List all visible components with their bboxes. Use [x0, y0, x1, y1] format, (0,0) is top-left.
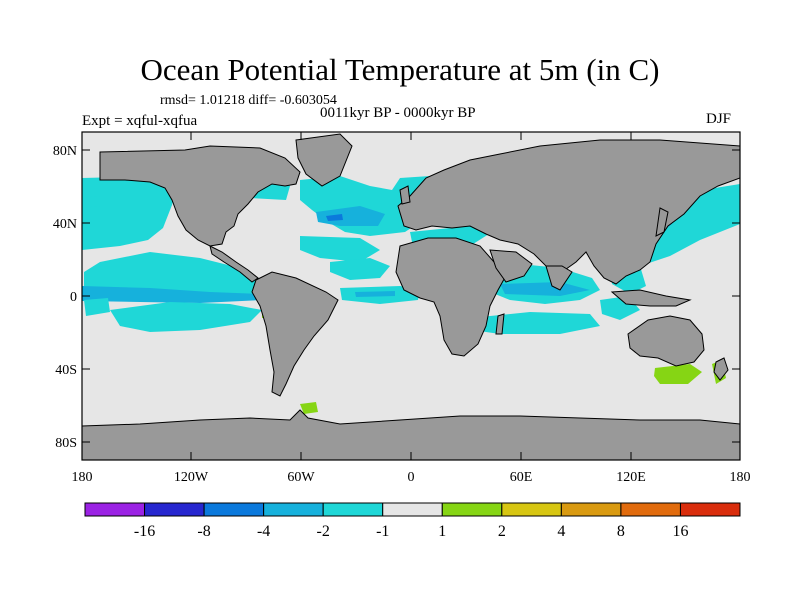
y-tick-label: 80N: [53, 144, 77, 159]
colorbar-swatch: [144, 502, 205, 517]
colorbar-swatch: [679, 502, 741, 517]
land-arabia: [489, 249, 533, 283]
land-indonesia: [610, 289, 692, 307]
land-australia: [627, 315, 705, 367]
colorbar-swatch: [84, 502, 146, 517]
anomaly-region: [330, 258, 390, 280]
land-africa: [395, 237, 509, 357]
colorbar-label: -4: [257, 523, 270, 540]
colorbar-label: -1: [376, 523, 389, 540]
land-central-america: [209, 245, 259, 283]
colorbar-swatch: [382, 502, 443, 517]
anomaly-region: [326, 214, 343, 221]
land-north-america: [99, 145, 301, 247]
land-eurasia: [397, 139, 740, 285]
anomaly-region: [355, 291, 395, 297]
anomaly-region: [300, 402, 318, 414]
colorbar: [84, 502, 741, 517]
colorbar-label: 2: [498, 523, 506, 540]
anomaly-region: [82, 286, 262, 303]
x-tick-label: 180: [72, 470, 93, 485]
x-tick-label: 60E: [510, 470, 533, 485]
y-tick-label: 0: [70, 290, 77, 305]
land-antarctica: [82, 409, 740, 460]
land-india: [545, 265, 573, 291]
x-tick-label: 60W: [287, 470, 315, 485]
period-text: 0011kyr BP - 0000kyr BP: [320, 105, 476, 121]
y-tick-label: 40N: [53, 217, 77, 232]
anomaly-region: [316, 206, 385, 226]
colorbar-swatch: [620, 502, 681, 517]
colorbar-swatch: [263, 502, 324, 517]
colorbar-label: 1: [438, 523, 446, 540]
colorbar-label: 16: [672, 523, 688, 540]
colorbar-swatch: [441, 502, 503, 517]
y-tick-label: 80S: [55, 436, 77, 451]
land-japan: [655, 207, 669, 237]
anomaly-region: [300, 236, 380, 262]
x-tick-label: 180: [730, 470, 751, 485]
anomaly-region: [82, 196, 100, 208]
land-masses: [82, 133, 740, 460]
land-uk: [399, 185, 411, 205]
axis-ticks: [82, 132, 740, 460]
land-greenland: [295, 133, 353, 187]
colorbar-swatch: [560, 502, 622, 517]
anomaly-region: [110, 302, 262, 332]
colorbar-label: 8: [617, 523, 625, 540]
colorbar-swatch: [203, 502, 265, 517]
colorbar-label: 4: [557, 523, 565, 540]
colorbar-label: -2: [317, 523, 330, 540]
anomaly-region: [654, 364, 702, 384]
plot-title: Ocean Potential Temperature at 5m (in C): [140, 52, 660, 87]
anomaly-region: [500, 282, 590, 296]
anomaly-region: [84, 298, 110, 316]
land-madagascar: [495, 313, 505, 335]
x-tick-label: 0: [408, 470, 415, 485]
colorbar-labels: -16 -8 -4 -2 -1 1 2 4 8 16: [134, 523, 689, 540]
anomaly-region: [82, 176, 175, 250]
experiment-label: Expt = xqful-xqfua: [82, 113, 198, 129]
colorbar-label: -8: [197, 523, 210, 540]
land-new-zealand: [713, 357, 729, 381]
season-label: DJF: [706, 111, 732, 127]
x-tick-label: 120W: [174, 470, 209, 485]
stats-text: rmsd= 1.01218 diff= -0.603054: [160, 93, 337, 108]
colorbar-swatch: [322, 502, 384, 517]
x-tick-label: 120E: [616, 470, 646, 485]
land-south-america: [251, 271, 339, 397]
y-tick-label: 40S: [55, 363, 77, 378]
colorbar-swatch: [501, 502, 562, 517]
colorbar-label: -16: [134, 523, 155, 540]
